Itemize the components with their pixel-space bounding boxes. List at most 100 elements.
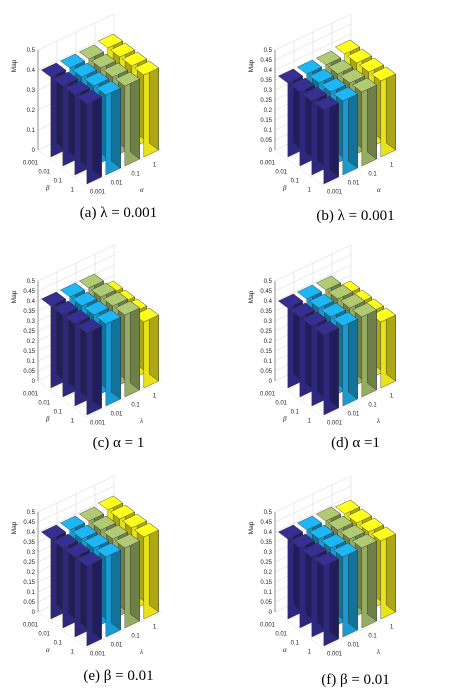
row-tick-label: 1 — [71, 188, 75, 194]
z-tick-label: 0.5 — [264, 279, 273, 285]
chart-panel-e: 0 0.05 0.1 0.15 0.2 0.25 0.3 0.35 0.4 0.45 0.5 Map 0… — [0, 462, 237, 692]
caption-c: (c) α = 1 — [92, 435, 145, 451]
row-tick-label: 0.01 — [275, 632, 287, 638]
z-tick-label: 0.4 — [264, 530, 273, 536]
bars — [41, 33, 159, 185]
row-tick-label: 0.1 — [54, 641, 63, 647]
row-tick-label: 1 — [308, 650, 312, 656]
z-tick-label: 0.45 — [260, 520, 272, 526]
col-tick-label: 0.01 — [348, 181, 360, 187]
col-tick-label: 1 — [153, 163, 157, 169]
bar-3-0 — [314, 551, 339, 647]
col-tick-label: 1 — [390, 625, 394, 631]
z-tick-label: 0.25 — [260, 98, 272, 104]
z-tick-label: 0.4 — [27, 299, 36, 305]
bar-3-1 — [333, 542, 358, 638]
z-tick-label: 0.5 — [264, 510, 273, 516]
z-tick-label: 0.1 — [264, 590, 273, 596]
z-tick-label: 0 — [269, 148, 273, 154]
z-tick-label: 0 — [269, 610, 273, 616]
bar-3-1 — [96, 309, 121, 407]
z-tick-label: 0.45 — [23, 520, 35, 526]
z-tick-label: 0.2 — [264, 339, 273, 345]
row-tick-label: 0.001 — [260, 392, 276, 398]
row-tick-label: 0.001 — [23, 161, 39, 167]
z-tick-label: 0.1 — [264, 359, 273, 365]
z-axis-label: Map — [11, 290, 18, 303]
z-tick-label: 0.1 — [27, 359, 36, 365]
col-tick-label: 0.001 — [90, 421, 106, 427]
col-axis-label: α — [377, 186, 381, 194]
z-tick-label: 0.4 — [27, 530, 36, 536]
z-tick-label: 0.5 — [264, 48, 273, 54]
chart-panel-d: 0 0.05 0.1 0.15 0.2 0.25 0.3 0.35 0.4 0.45 0.5 Map 0… — [237, 231, 474, 461]
z-tick-label: 0.4 — [264, 299, 273, 305]
bars — [41, 273, 159, 416]
z-tick-label: 0.3 — [27, 88, 36, 94]
z-tick-label: 0 — [32, 148, 36, 154]
bar-3-3 — [134, 307, 159, 389]
caption-f: (f) β = 0.01 — [321, 672, 390, 688]
z-axis-label: Map — [248, 521, 255, 534]
row-tick-label: 0.001 — [23, 623, 39, 629]
z-tick-label: 0.3 — [264, 319, 273, 325]
bar-3-3 — [134, 522, 159, 620]
col-tick-label: 0.01 — [111, 181, 123, 187]
bars — [278, 39, 396, 185]
z-tick-label: 0.1 — [27, 128, 36, 134]
col-tick-label: 0.01 — [111, 643, 123, 649]
bar-3-0 — [314, 95, 339, 185]
z-tick-label: 0.45 — [260, 58, 272, 64]
bar-3-0 — [77, 89, 102, 185]
z-tick-label: 0.15 — [23, 349, 35, 355]
z-tick-label: 0.25 — [260, 560, 272, 566]
bar-1-0 — [290, 77, 315, 167]
z-axis-label: Map — [11, 59, 18, 72]
bar-3-2 — [352, 77, 377, 167]
bar-3-0 — [77, 551, 102, 647]
z-tick-label: 0.5 — [27, 510, 36, 516]
z-tick-label: 0.35 — [23, 540, 35, 546]
row-axis-label: β — [45, 415, 50, 423]
z-tick-label: 0.3 — [27, 550, 36, 556]
row-tick-label: 1 — [71, 650, 75, 656]
caption-b: (b) λ = 0.001 — [316, 208, 395, 224]
col-tick-label: 0.01 — [111, 412, 123, 418]
z-tick-label: 0.5 — [27, 48, 36, 54]
col-tick-label: 0.01 — [348, 643, 360, 649]
bar-3-2 — [115, 71, 140, 167]
row-axis-label: β — [282, 184, 287, 192]
z-tick-label: 0.05 — [23, 600, 35, 606]
row-tick-label: 0.01 — [38, 170, 50, 176]
row-tick-label: 0.01 — [38, 632, 50, 638]
z-tick-label: 0.25 — [23, 329, 35, 335]
caption-d: (d) α =1 — [331, 435, 380, 451]
bar-3-3 — [371, 66, 396, 158]
row-tick-label: 0.1 — [54, 179, 63, 185]
z-axis-label: Map — [248, 290, 255, 303]
bars — [278, 275, 396, 416]
chart-svg: 0 0.05 0.1 0.15 0.2 0.25 0.3 0.35 0.4 0.45 0.5 Map 0… — [11, 244, 163, 427]
chart-svg: 0 0.05 0.1 0.15 0.2 0.25 0.3 0.35 0.4 0.45 0.5 Map 0… — [248, 475, 400, 658]
row-tick-label: 0.001 — [260, 623, 276, 629]
bar-3-2 — [352, 533, 377, 629]
z-tick-label: 0.15 — [23, 580, 35, 586]
z-tick-label: 0.4 — [27, 68, 36, 74]
z-tick-label: 0 — [32, 610, 36, 616]
chart-panel-f: 0 0.05 0.1 0.15 0.2 0.25 0.3 0.35 0.4 0.45 0.5 Map 0… — [237, 462, 474, 692]
col-tick-label: 0.001 — [327, 652, 343, 658]
z-tick-label: 0.35 — [23, 309, 35, 315]
z-tick-label: 0.45 — [260, 289, 272, 295]
row-tick-label: 0.001 — [260, 161, 276, 167]
caption-a: (a) λ = 0.001 — [79, 205, 158, 221]
z-tick-label: 0.1 — [27, 590, 36, 596]
z-axis-label: Map — [11, 521, 18, 534]
row-tick-label: 0.001 — [23, 392, 39, 398]
chart-svg: 0 0.05 0.1 0.15 0.2 0.25 0.3 0.35 0.4 0.45 0.5 Map 0… — [11, 475, 163, 658]
z-tick-label: 0 — [32, 379, 36, 385]
z-tick-label: 0.3 — [264, 550, 273, 556]
bar-3-1 — [96, 80, 121, 176]
col-tick-label: 1 — [153, 394, 157, 400]
bar-3-1 — [96, 542, 121, 638]
row-tick-label: 1 — [71, 419, 75, 425]
